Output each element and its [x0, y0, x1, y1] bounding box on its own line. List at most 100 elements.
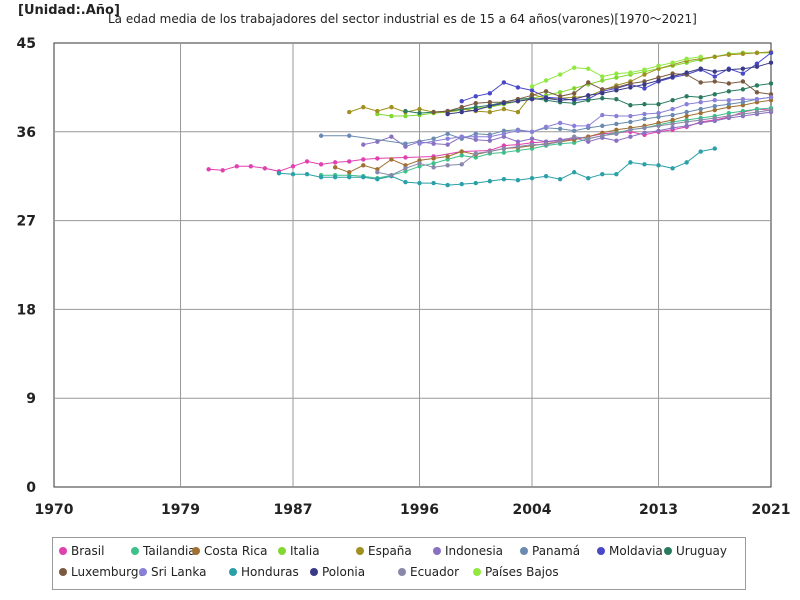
- x-tick-label: 2013: [639, 502, 678, 518]
- data-point: [529, 129, 535, 134]
- legend: Brasil Tailandia Costa Rica Italia España Ind…: [52, 537, 746, 590]
- data-point: [487, 149, 493, 154]
- legend-item: Brasil: [59, 544, 104, 558]
- data-point: [600, 112, 605, 118]
- legend-swatch: [229, 568, 237, 576]
- data-point: [515, 177, 521, 183]
- legend-item: Países Bajos: [473, 565, 559, 579]
- data-point: [642, 162, 647, 167]
- legend-swatch: [597, 547, 605, 555]
- data-point: [698, 110, 703, 116]
- data-point: [726, 101, 732, 107]
- y-tick-label: 27: [17, 214, 36, 230]
- data-point: [431, 136, 436, 141]
- data-point: [431, 161, 436, 166]
- data-point: [712, 69, 717, 74]
- data-point: [754, 97, 760, 102]
- series-Indonesia: [361, 109, 774, 149]
- data-point: [642, 86, 647, 91]
- data-point: [515, 85, 521, 90]
- legend-item: Luxemburgo: [59, 565, 146, 579]
- data-point: [670, 106, 675, 112]
- data-point: [768, 95, 774, 100]
- x-tick-label: 1996: [400, 502, 439, 518]
- data-point: [529, 88, 535, 93]
- data-point: [571, 91, 577, 96]
- data-point: [740, 111, 746, 117]
- data-point: [557, 139, 563, 144]
- data-point: [445, 142, 450, 147]
- data-point: [473, 100, 478, 106]
- data-point: [501, 146, 507, 151]
- data-point: [459, 104, 464, 110]
- data-point: [642, 72, 647, 77]
- data-point: [712, 54, 717, 60]
- legend-item: Panamá: [520, 544, 580, 558]
- data-point: [656, 110, 661, 116]
- data-point: [698, 117, 703, 123]
- data-point: [375, 108, 380, 114]
- data-point: [768, 60, 774, 65]
- data-point: [403, 166, 408, 171]
- data-point: [515, 128, 521, 134]
- data-point: [571, 128, 577, 134]
- series-line: [278, 148, 715, 186]
- data-point: [276, 171, 282, 176]
- data-point: [600, 74, 605, 79]
- data-point: [361, 142, 366, 147]
- data-point: [712, 107, 717, 113]
- legend-label: Tailandia: [143, 544, 196, 558]
- data-point: [417, 161, 422, 166]
- data-point: [543, 174, 549, 179]
- data-point: [586, 136, 591, 141]
- data-point: [473, 151, 478, 156]
- data-point: [670, 60, 675, 65]
- data-point: [754, 90, 760, 95]
- data-point: [600, 172, 605, 177]
- data-point: [459, 134, 464, 139]
- legend-label: Indonesia: [445, 544, 504, 558]
- data-point: [501, 100, 507, 106]
- series-Honduras: [276, 146, 717, 188]
- data-point: [459, 181, 464, 187]
- legend-swatch: [664, 547, 672, 555]
- data-point: [445, 111, 450, 117]
- data-point: [642, 116, 647, 122]
- data-point: [431, 180, 436, 186]
- data-point: [417, 141, 422, 146]
- data-point: [740, 66, 746, 71]
- data-point: [347, 170, 352, 175]
- data-point: [712, 92, 717, 97]
- data-point: [529, 175, 535, 181]
- data-point: [487, 134, 493, 139]
- legend-label: Brasil: [71, 544, 105, 558]
- data-point: [557, 72, 563, 77]
- data-point: [459, 162, 464, 167]
- data-point: [501, 150, 507, 155]
- data-point: [445, 182, 450, 188]
- data-point: [459, 149, 464, 154]
- data-point: [600, 123, 605, 129]
- data-point: [431, 156, 436, 161]
- data-point: [501, 131, 507, 136]
- legend-label: Moldavia: [609, 544, 663, 558]
- legend-swatch: [520, 547, 528, 555]
- data-point: [600, 96, 605, 101]
- data-point: [262, 166, 268, 171]
- data-point: [698, 100, 703, 105]
- data-point: [571, 86, 577, 91]
- legend-label: Luxemburgo: [71, 565, 146, 579]
- data-point: [220, 168, 225, 173]
- legend-label: Sri Lanka: [151, 565, 207, 579]
- data-point: [571, 97, 577, 102]
- data-point: [600, 133, 605, 138]
- data-point: [614, 121, 619, 127]
- data-point: [515, 99, 521, 104]
- x-tick-label: 2021: [752, 502, 791, 518]
- data-point: [614, 113, 619, 119]
- legend-label: Polonia: [322, 565, 366, 579]
- data-point: [571, 65, 577, 70]
- data-point: [684, 70, 689, 75]
- legend-swatch: [59, 568, 67, 576]
